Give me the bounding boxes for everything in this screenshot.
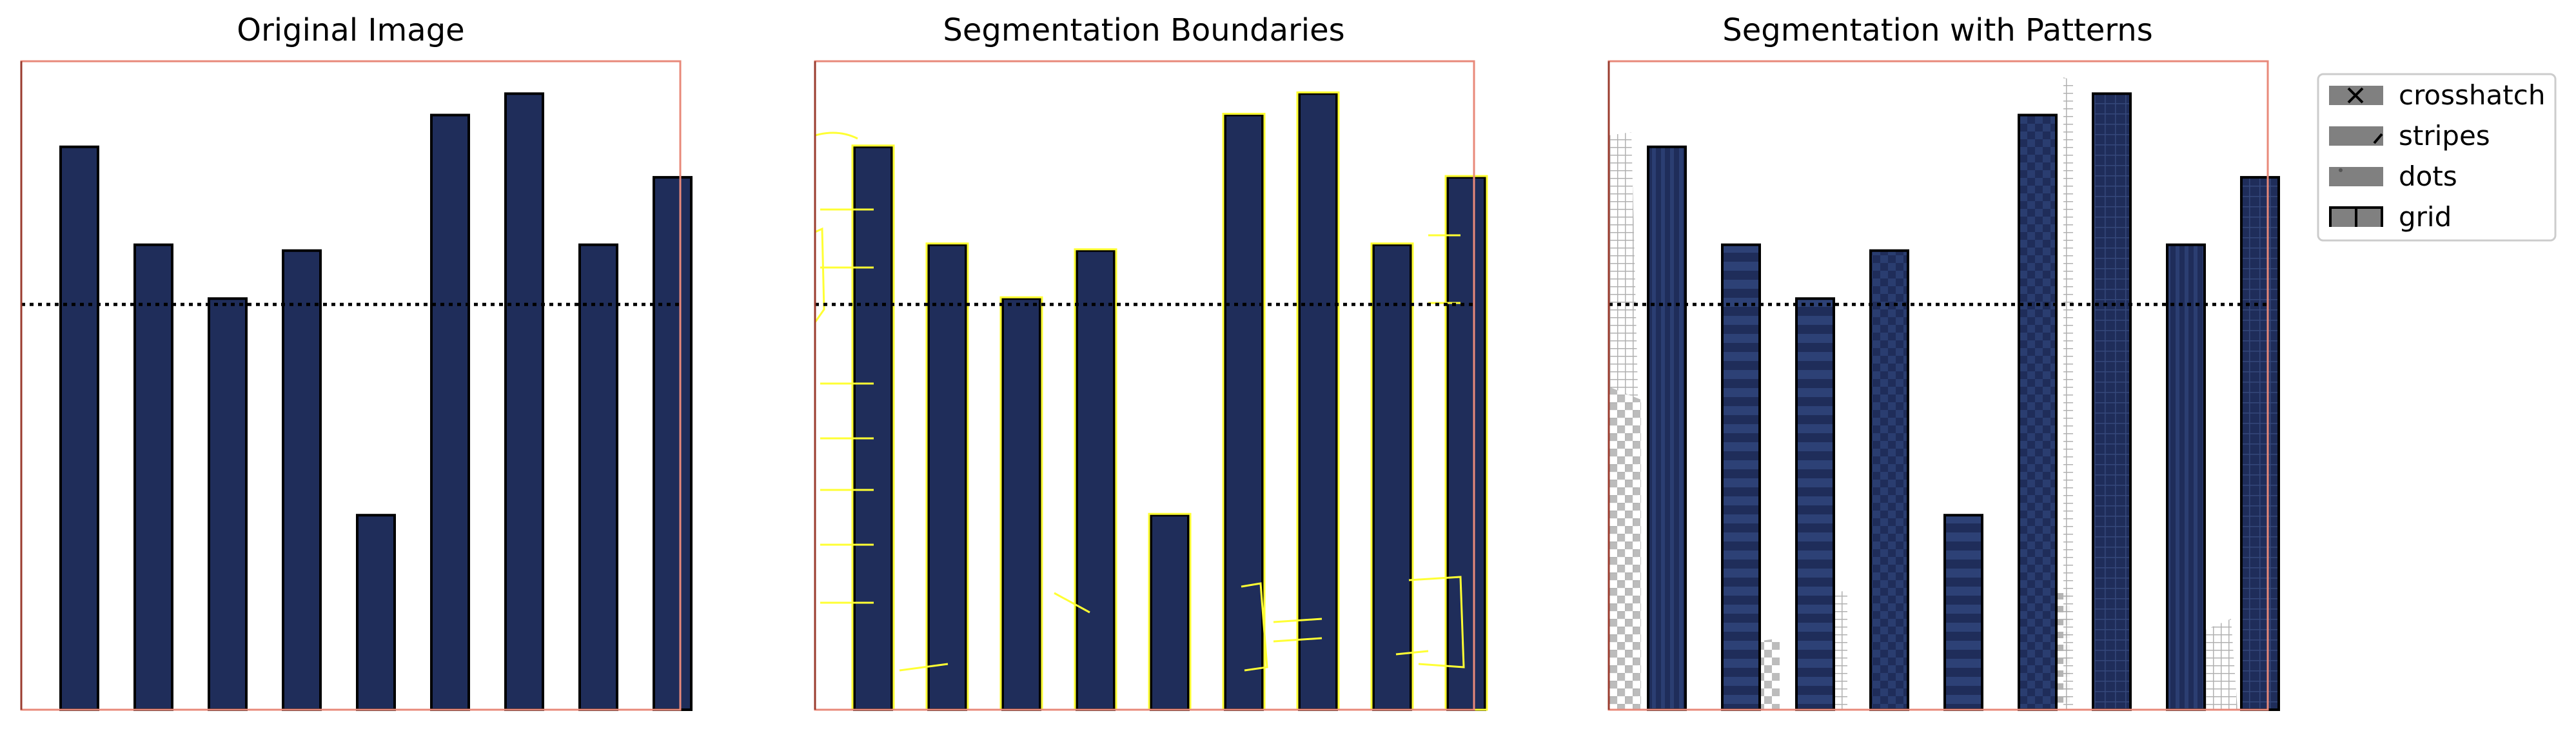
bar (1001, 297, 1041, 712)
panel-segmentation-boundaries (814, 60, 1488, 712)
bar (2240, 176, 2280, 712)
crosshatch-icon (2347, 87, 2364, 104)
bar (208, 297, 248, 712)
panel-2-title: Segmentation Boundaries (943, 12, 1344, 48)
bar (1721, 243, 1761, 711)
bar (2018, 113, 2058, 712)
bar (1795, 297, 1835, 712)
legend-swatch-dots (2329, 167, 2383, 186)
bar (2092, 92, 2132, 712)
plot-area (815, 61, 1474, 710)
bar (1224, 113, 1264, 712)
bar (504, 92, 544, 712)
panel-original-image (20, 60, 693, 712)
bar (1150, 514, 1190, 711)
segment-boundary (899, 663, 949, 672)
segment-boundary (1273, 618, 1322, 623)
plot-area (1609, 61, 2268, 710)
panel-1-title: Original Image (237, 12, 464, 48)
legend: crosshatch stripes dots grid (2317, 73, 2557, 242)
legend-label-crosshatch: crosshatch (2399, 79, 2545, 111)
bar (59, 145, 99, 712)
panel-3-title: Segmentation with Patterns (1722, 12, 2152, 48)
bar (1647, 145, 1687, 712)
legend-label-dots: dots (2399, 161, 2457, 192)
bar (578, 243, 618, 711)
plot-area (21, 61, 680, 710)
segment-region (2063, 77, 2073, 710)
bar (133, 243, 173, 711)
segment-region (1609, 387, 1641, 710)
segment-boundary (1054, 592, 1090, 614)
legend-frame (2317, 73, 2557, 242)
bar (1943, 514, 1983, 711)
segment-boundary (1241, 582, 1268, 672)
segment-boundary (1273, 637, 1322, 643)
bar (356, 514, 396, 711)
segment-boundary (814, 132, 858, 140)
bar (2166, 243, 2206, 711)
legend-label-stripes: stripes (2399, 120, 2490, 151)
bar (1446, 176, 1486, 712)
bar (927, 243, 967, 711)
bar (430, 113, 470, 712)
bar (1372, 243, 1412, 711)
bar (1076, 249, 1116, 711)
bar (1869, 249, 1909, 711)
bar (653, 176, 693, 712)
segment-boundary (1395, 650, 1429, 656)
segment-boundary (814, 227, 825, 323)
panel-segmentation-with-patterns (1608, 60, 2280, 712)
dots-icon (2339, 168, 2343, 172)
bar (853, 145, 893, 712)
legend-label-grid: grid (2399, 201, 2452, 233)
bar (282, 249, 322, 711)
stripes-icon (2373, 133, 2383, 144)
segment-boundary (1408, 576, 1465, 668)
bar (1298, 92, 1338, 712)
grid-icon (2329, 206, 2383, 227)
